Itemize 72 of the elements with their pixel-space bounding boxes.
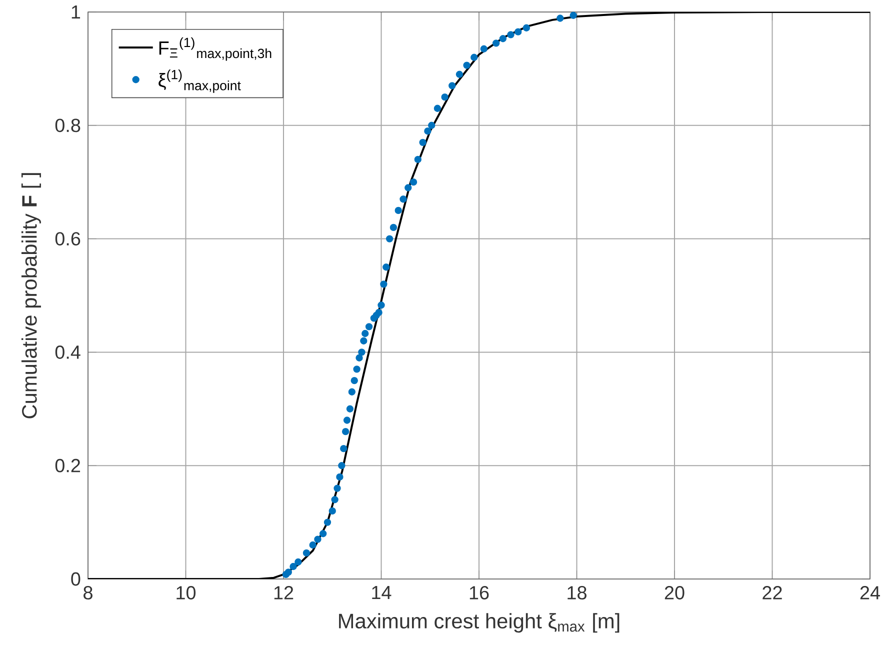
y-tick-label: 1 bbox=[72, 5, 80, 19]
point bbox=[419, 138, 426, 146]
point bbox=[342, 428, 350, 436]
point bbox=[338, 462, 346, 470]
point bbox=[514, 28, 522, 36]
point bbox=[346, 405, 354, 412]
point bbox=[356, 354, 363, 362]
point bbox=[492, 40, 500, 47]
x-tick-label: 16 bbox=[470, 586, 489, 600]
x-tick-label: 18 bbox=[568, 586, 586, 600]
point bbox=[556, 14, 564, 22]
point bbox=[394, 206, 402, 214]
point bbox=[410, 178, 418, 186]
point bbox=[343, 416, 351, 424]
x-tick-label: 12 bbox=[274, 586, 294, 600]
point bbox=[424, 127, 432, 135]
point bbox=[390, 224, 398, 232]
point bbox=[499, 35, 507, 42]
point bbox=[365, 323, 373, 330]
point bbox=[360, 337, 368, 344]
point bbox=[378, 302, 385, 309]
point bbox=[463, 62, 470, 69]
point bbox=[328, 507, 336, 515]
point bbox=[470, 54, 478, 61]
point bbox=[386, 235, 394, 242]
point bbox=[522, 24, 530, 32]
point bbox=[353, 366, 360, 373]
point bbox=[456, 70, 464, 78]
point bbox=[434, 104, 442, 112]
x-tick-label: 20 bbox=[664, 586, 684, 600]
y-tick-label: 0.8 bbox=[55, 118, 80, 132]
point bbox=[340, 445, 348, 452]
point bbox=[350, 376, 358, 384]
y-tick-label: 0.4 bbox=[55, 345, 80, 359]
point bbox=[414, 156, 422, 163]
point bbox=[380, 280, 388, 288]
y-tick-label: 0.2 bbox=[55, 458, 80, 472]
point bbox=[400, 196, 407, 203]
x-tick-label: 14 bbox=[372, 586, 392, 600]
x-tick-label: 8 bbox=[84, 586, 92, 600]
point bbox=[358, 348, 366, 356]
y-tick-label: 0.6 bbox=[55, 232, 80, 246]
x-tick-label: 10 bbox=[176, 586, 196, 600]
point bbox=[362, 330, 369, 338]
point bbox=[320, 530, 327, 538]
x-axis-title: Maximum crest height ξ$_{max}$ [m] bbox=[339, 613, 620, 633]
point bbox=[404, 184, 412, 192]
point bbox=[382, 264, 390, 271]
point bbox=[336, 473, 344, 481]
point bbox=[375, 308, 382, 316]
point bbox=[480, 45, 488, 52]
point bbox=[334, 484, 341, 492]
point bbox=[507, 31, 514, 38]
x-tick-label: 24 bbox=[860, 586, 880, 600]
y-tick-label: 0 bbox=[71, 572, 80, 586]
legend-label: ξ$^{(1)}$max,point bbox=[158, 70, 241, 93]
point bbox=[294, 558, 302, 566]
y-axis-title: Cumulative probability F [ ] bbox=[21, 173, 41, 418]
point bbox=[331, 496, 338, 504]
point bbox=[428, 122, 436, 129]
point bbox=[441, 93, 448, 101]
point bbox=[302, 549, 310, 557]
point bbox=[309, 541, 316, 549]
point bbox=[448, 82, 456, 90]
x-tick-label: 22 bbox=[762, 586, 782, 600]
point bbox=[348, 388, 356, 396]
legend-label: F$_{Ξ}$(1)max,point,3h bbox=[159, 37, 272, 61]
point bbox=[284, 568, 292, 576]
point bbox=[570, 12, 577, 19]
point bbox=[314, 536, 322, 543]
point bbox=[324, 518, 332, 526]
point bbox=[290, 562, 297, 570]
